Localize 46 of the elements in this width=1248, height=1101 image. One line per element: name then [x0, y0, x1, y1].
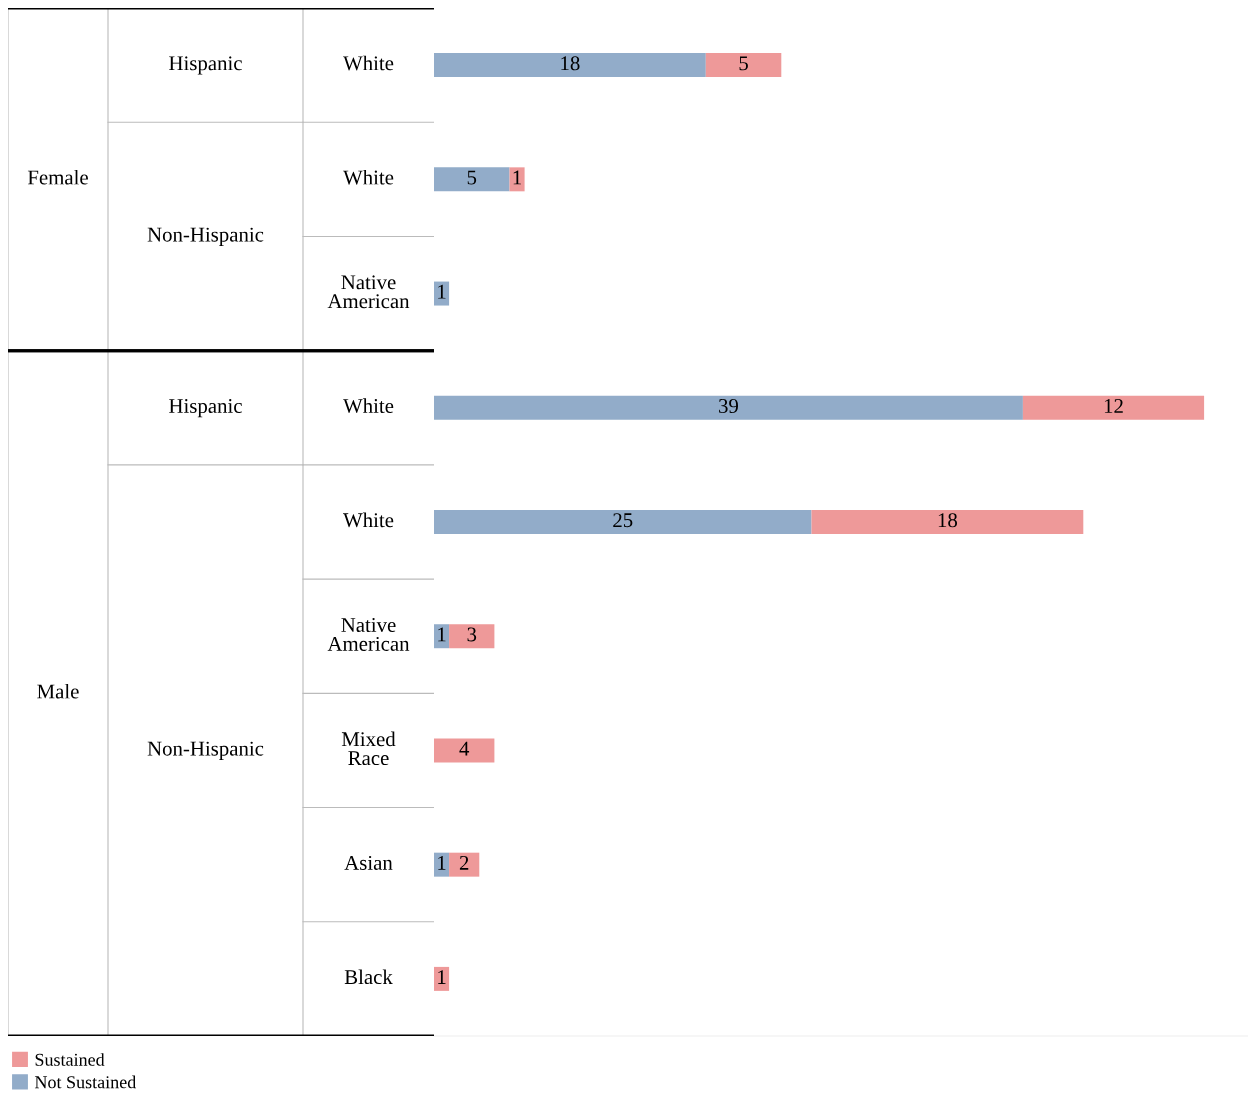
y-tick-label: Mixed Race: [341, 731, 396, 766]
data-label: 1: [438, 970, 446, 984]
bar: [449, 852, 480, 877]
data-label: 5: [739, 56, 748, 71]
bar: [434, 395, 1023, 420]
bar: [1022, 395, 1205, 420]
data-label: 18: [938, 513, 958, 528]
data-label: 4: [459, 741, 470, 756]
data-label: 1: [438, 284, 446, 299]
legend-label: Not Sustained: [34, 1075, 137, 1089]
bar: [449, 624, 495, 649]
y-tick-label: Native American: [327, 617, 410, 651]
data-label: 2: [459, 855, 469, 870]
text: Hispanic: [169, 56, 242, 75]
data-label: 39: [719, 398, 739, 413]
bar: [434, 966, 450, 991]
data-label: 1: [438, 855, 446, 870]
bar: [705, 53, 782, 78]
y-tick-label: Native American: [327, 275, 410, 309]
legend-label: Sustained: [35, 1053, 105, 1066]
text: Female: [27, 169, 88, 185]
data-label: 3: [467, 627, 477, 642]
data-label: 1: [513, 170, 522, 185]
text: Hispanic: [169, 398, 242, 418]
data-label: 12: [1104, 398, 1123, 413]
text: Non-Hispanic: [147, 227, 264, 246]
y-tick-label: White: [343, 398, 394, 414]
bar: [434, 281, 450, 306]
bar: [811, 510, 1084, 534]
bar: [509, 167, 525, 192]
text: Non-Hispanic: [147, 741, 264, 760]
data-label: 5: [467, 170, 477, 185]
data-label: 25: [613, 513, 633, 528]
data-label: 18: [561, 56, 580, 71]
bar: [434, 624, 450, 649]
y-tick-label: White: [343, 512, 394, 528]
bar: [434, 510, 812, 534]
data-label: 1: [438, 627, 446, 642]
bar: [434, 167, 510, 192]
y-tick-label: Asian: [344, 855, 393, 870]
y-tick-label: White: [343, 55, 394, 71]
y-tick-label: White: [343, 169, 394, 185]
bar: [434, 738, 495, 763]
bar: [434, 53, 706, 78]
text: Male: [37, 683, 79, 699]
y-tick-label: Black: [344, 969, 393, 985]
